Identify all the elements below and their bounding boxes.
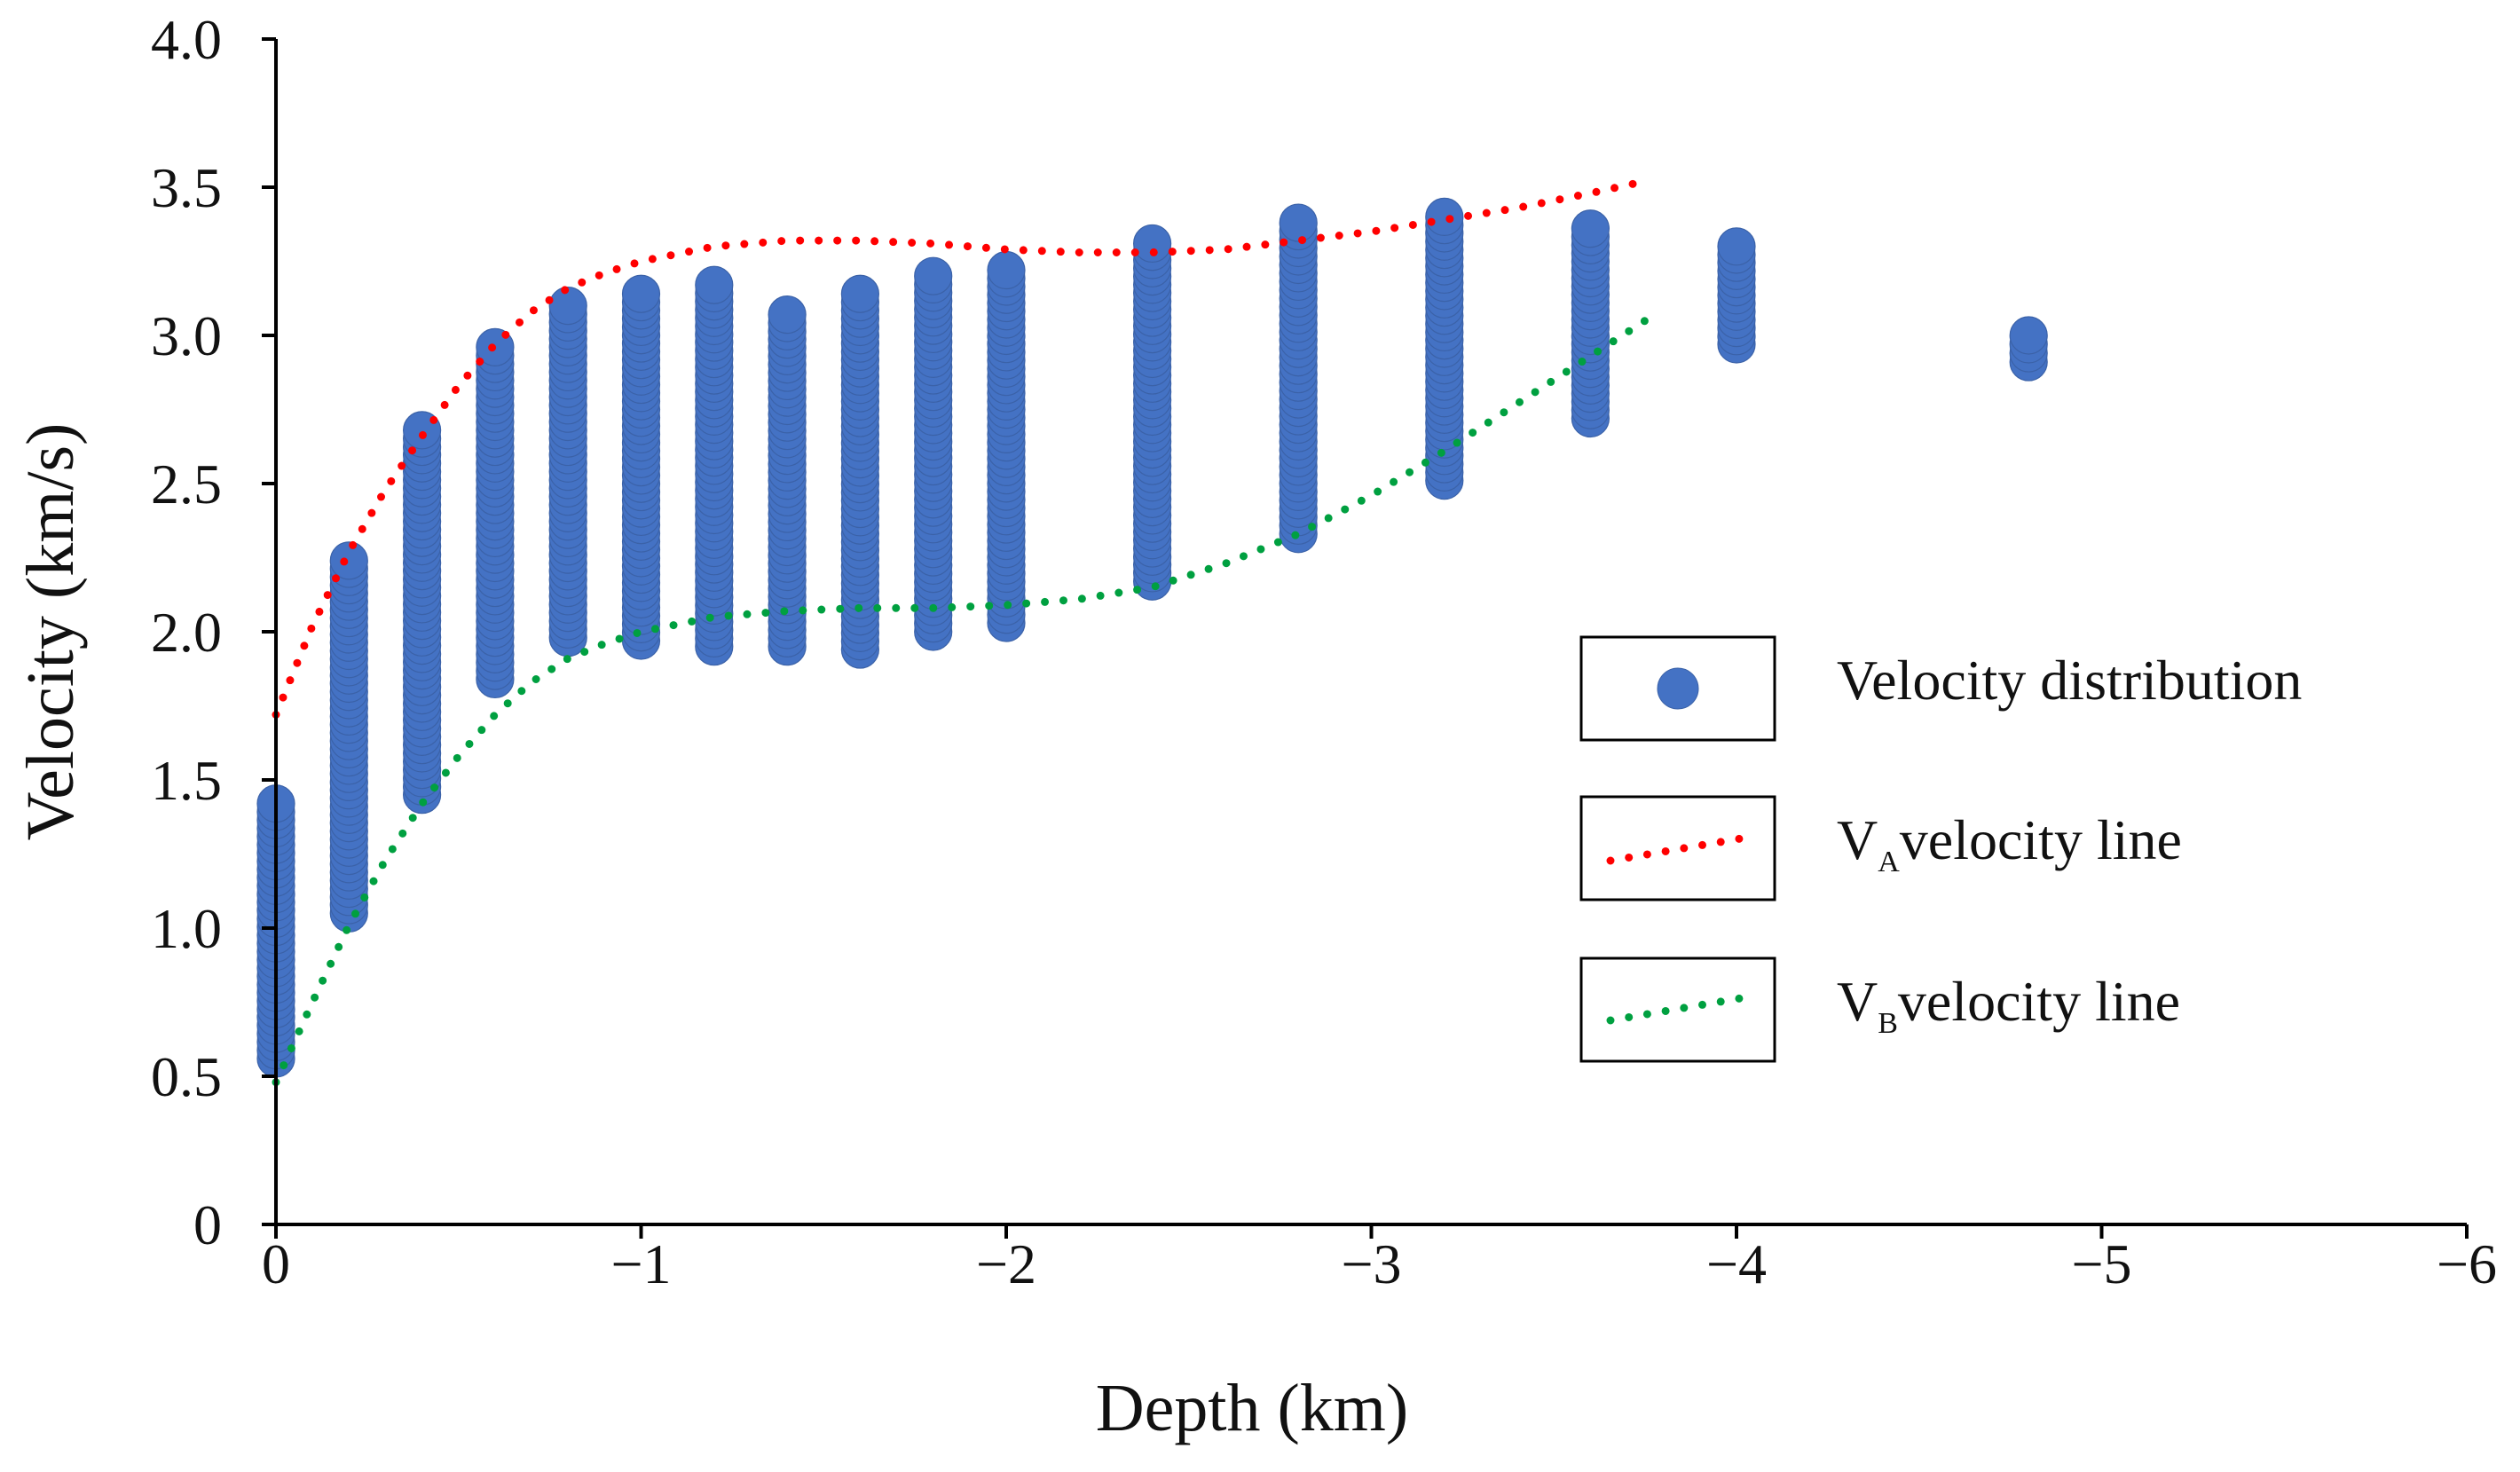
legend-va-sub: A bbox=[1878, 846, 1900, 878]
scatter-point bbox=[695, 265, 734, 304]
x-tick-label: −5 bbox=[2071, 1232, 2131, 1295]
legend-vb-marker bbox=[1606, 993, 1751, 1025]
y-tick-label: 4.0 bbox=[151, 8, 222, 71]
legend-va-dots-line bbox=[1606, 833, 1751, 865]
legend-vb-v: V bbox=[1837, 970, 1878, 1033]
scatter-point bbox=[2009, 316, 2048, 355]
legend-vb-box bbox=[1579, 956, 1776, 1063]
y-tick-label: 3.0 bbox=[151, 304, 222, 367]
scatter-point bbox=[329, 541, 368, 580]
y-tick-label: 0 bbox=[193, 1193, 222, 1256]
scatter-points bbox=[256, 197, 2048, 1078]
x-tick-label: −3 bbox=[1341, 1232, 1401, 1295]
legend-scatter-box bbox=[1579, 635, 1776, 742]
scatter-point bbox=[621, 274, 661, 313]
x-tick-label: −6 bbox=[2437, 1232, 2497, 1295]
legend-va-box bbox=[1579, 795, 1776, 901]
y-tick-label: 2.5 bbox=[151, 453, 222, 516]
x-tick-label: −1 bbox=[610, 1232, 671, 1295]
y-tick-label: 1.0 bbox=[151, 897, 222, 960]
scatter-point bbox=[987, 250, 1026, 290]
legend-vb-rest: velocity line bbox=[1898, 970, 2180, 1033]
x-ticks: 0 −1 −2 −3 −4 −5 −6 bbox=[262, 1224, 2497, 1295]
legend-scatter-marker bbox=[1657, 667, 1699, 710]
x-tick-label: −2 bbox=[976, 1232, 1036, 1295]
legend-vb-dots-line bbox=[1606, 993, 1751, 1025]
y-axis-title: Velocity (km/s) bbox=[13, 423, 88, 841]
y-ticks: 0 0.5 1.0 1.5 2.0 2.5 3.0 3.5 4.0 bbox=[151, 8, 276, 1256]
legend-scatter-label: Velocity distribution bbox=[1837, 649, 2302, 712]
scatter-point bbox=[914, 256, 953, 295]
scatter-point bbox=[1279, 203, 1318, 242]
scatter-point bbox=[1571, 209, 1610, 248]
x-tick-label: −4 bbox=[1706, 1232, 1767, 1295]
legend-va-v: V bbox=[1837, 808, 1878, 871]
x-tick-label: 0 bbox=[262, 1232, 290, 1295]
velocity-lines bbox=[272, 177, 1650, 1087]
scatter-point bbox=[1425, 197, 1464, 236]
scatter-point bbox=[1132, 224, 1172, 264]
scatter-point bbox=[840, 274, 880, 313]
legend-vb-sub: B bbox=[1878, 1007, 1898, 1040]
y-tick-label: 3.5 bbox=[151, 156, 222, 219]
scatter-point bbox=[768, 295, 807, 335]
legend-va-label: VAvelocity line bbox=[1837, 808, 2182, 878]
legend: Velocity distribution VAvelocity line VB… bbox=[1579, 635, 2302, 1063]
legend-va-marker bbox=[1606, 833, 1751, 865]
va-velocity-line bbox=[272, 177, 1650, 719]
x-axis-title: Depth (km) bbox=[1096, 1371, 1408, 1445]
vb-velocity-line bbox=[272, 316, 1650, 1087]
y-tick-label: 0.5 bbox=[151, 1045, 222, 1108]
y-tick-label: 2.0 bbox=[151, 601, 222, 664]
y-tick-label: 1.5 bbox=[151, 749, 222, 812]
scatter-point bbox=[548, 287, 587, 326]
legend-va-rest: velocity line bbox=[1900, 808, 2182, 871]
scatter-point bbox=[1717, 227, 1756, 266]
legend-vb-label: VBvelocity line bbox=[1837, 970, 2180, 1040]
